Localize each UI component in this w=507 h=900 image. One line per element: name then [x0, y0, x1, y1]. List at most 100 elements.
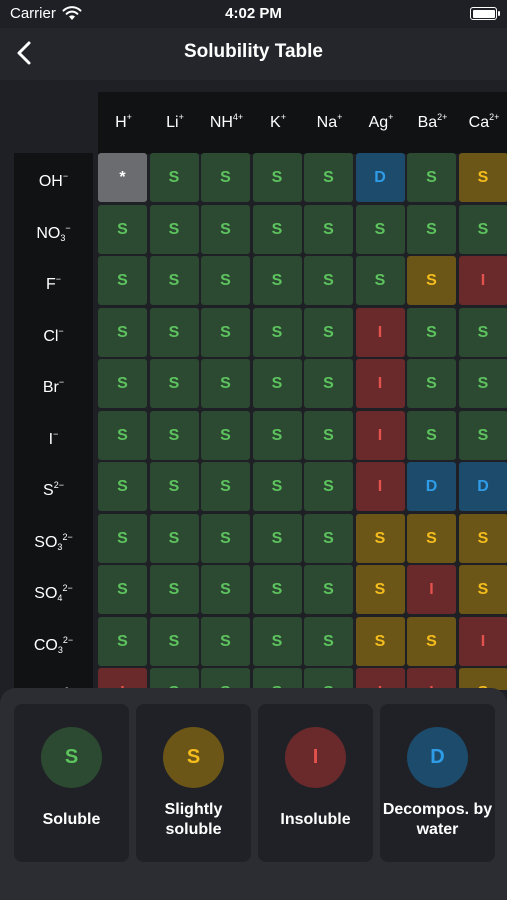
solubility-cell[interactable]: S: [98, 565, 147, 614]
solubility-cell[interactable]: S: [407, 204, 456, 254]
solubility-cell[interactable]: S: [407, 153, 456, 202]
solubility-cell[interactable]: S: [149, 616, 199, 666]
solubility-cell[interactable]: S: [201, 204, 250, 254]
solubility-cell[interactable]: I: [355, 307, 405, 357]
solubility-cell[interactable]: I: [98, 668, 147, 690]
solubility-cell[interactable]: S: [98, 410, 147, 460]
solubility-cell[interactable]: *: [98, 153, 147, 202]
solubility-cell[interactable]: S: [458, 565, 507, 614]
anion-charge: −: [55, 274, 62, 284]
solubility-cell[interactable]: S: [252, 153, 302, 202]
legend-card[interactable]: D Decompos. by water: [380, 704, 495, 862]
solubility-cell[interactable]: I: [407, 668, 456, 690]
solubility-cell[interactable]: S: [98, 359, 147, 408]
cation-charge: +: [280, 112, 286, 122]
solubility-cell[interactable]: S: [149, 204, 199, 254]
solubility-cell[interactable]: S: [304, 513, 353, 563]
solubility-cell[interactable]: I: [355, 410, 405, 460]
solubility-cell[interactable]: S: [304, 668, 353, 690]
legend-card[interactable]: I Insoluble: [258, 704, 373, 862]
solubility-cell[interactable]: S: [458, 359, 507, 408]
back-chevron-icon[interactable]: [10, 38, 40, 68]
solubility-cell[interactable]: S: [201, 616, 250, 666]
solubility-cell[interactable]: S: [458, 513, 507, 563]
solubility-cell[interactable]: S: [201, 513, 250, 563]
solubility-cell[interactable]: S: [252, 359, 302, 408]
solubility-cell[interactable]: S: [355, 513, 405, 563]
solubility-cell[interactable]: S: [252, 410, 302, 460]
solubility-cell[interactable]: S: [98, 616, 147, 666]
solubility-cell[interactable]: S: [458, 668, 507, 690]
solubility-cell[interactable]: S: [355, 204, 405, 254]
solubility-cell[interactable]: S: [304, 565, 353, 614]
solubility-cell[interactable]: S: [407, 256, 456, 305]
solubility-cell[interactable]: S: [407, 307, 456, 357]
solubility-cell[interactable]: I: [355, 462, 405, 511]
solubility-cell[interactable]: S: [355, 565, 405, 614]
solubility-cell[interactable]: S: [149, 668, 199, 690]
solubility-cell[interactable]: S: [201, 410, 250, 460]
solubility-cell[interactable]: D: [458, 462, 507, 511]
solubility-cell[interactable]: S: [149, 307, 199, 357]
solubility-cell[interactable]: S: [304, 307, 353, 357]
solubility-cell[interactable]: S: [149, 462, 199, 511]
solubility-cell[interactable]: I: [458, 256, 507, 305]
solubility-cell[interactable]: S: [149, 256, 199, 305]
solubility-cell[interactable]: S: [407, 616, 456, 666]
anion-charge: −: [65, 222, 71, 233]
solubility-cell[interactable]: S: [407, 359, 456, 408]
solubility-cell[interactable]: S: [304, 462, 353, 511]
solubility-cell[interactable]: S: [201, 256, 250, 305]
solubility-cell[interactable]: S: [149, 565, 199, 614]
solubility-cell[interactable]: S: [355, 616, 405, 666]
solubility-cell[interactable]: S: [252, 513, 302, 563]
solubility-cell[interactable]: S: [458, 153, 507, 202]
solubility-cell[interactable]: S: [201, 153, 250, 202]
solubility-cell[interactable]: S: [252, 565, 302, 614]
solubility-cell[interactable]: S: [201, 359, 250, 408]
solubility-table[interactable]: H+ Li+ NH4+ K+ Na+ Ag+ Ba2+ Ca2+ OH− NO3− F− Cl− Br…: [0, 80, 507, 690]
solubility-cell[interactable]: S: [304, 204, 353, 254]
solubility-cell[interactable]: S: [149, 153, 199, 202]
solubility-cell[interactable]: S: [304, 616, 353, 666]
solubility-cell[interactable]: S: [201, 565, 250, 614]
solubility-cell[interactable]: S: [458, 410, 507, 460]
solubility-cell[interactable]: S: [98, 513, 147, 563]
solubility-cell[interactable]: D: [355, 153, 405, 202]
solubility-cell[interactable]: S: [304, 410, 353, 460]
solubility-cell[interactable]: S: [98, 462, 147, 511]
solubility-cell[interactable]: D: [407, 462, 456, 511]
solubility-cell[interactable]: S: [149, 410, 199, 460]
solubility-cell[interactable]: S: [149, 513, 199, 563]
solubility-cell[interactable]: I: [355, 359, 405, 408]
solubility-cell[interactable]: S: [252, 204, 302, 254]
solubility-cell[interactable]: S: [355, 256, 405, 305]
solubility-cell[interactable]: S: [252, 668, 302, 690]
solubility-cell[interactable]: S: [458, 307, 507, 357]
page-title: Solubility Table: [184, 41, 323, 62]
solubility-cell[interactable]: S: [252, 462, 302, 511]
solubility-cell[interactable]: S: [407, 513, 456, 563]
solubility-cell[interactable]: S: [252, 307, 302, 357]
solubility-cell[interactable]: S: [98, 307, 147, 357]
solubility-cell[interactable]: S: [458, 204, 507, 254]
solubility-cell[interactable]: S: [304, 359, 353, 408]
solubility-cell[interactable]: I: [407, 565, 456, 614]
cation-charge: 2+: [437, 112, 448, 122]
solubility-cell[interactable]: S: [201, 668, 250, 690]
legend-card[interactable]: S Slightly soluble: [136, 704, 251, 862]
solubility-cell[interactable]: S: [252, 256, 302, 305]
solubility-cell[interactable]: S: [201, 307, 250, 357]
solubility-cell[interactable]: S: [407, 410, 456, 460]
solubility-cell[interactable]: S: [98, 256, 147, 305]
solubility-cell[interactable]: S: [98, 204, 147, 254]
solubility-cell[interactable]: S: [252, 616, 302, 666]
legend-card[interactable]: S Soluble: [14, 704, 129, 862]
solubility-cell[interactable]: S: [304, 153, 353, 202]
solubility-cell[interactable]: I: [458, 616, 507, 666]
solubility-cell[interactable]: I: [355, 668, 405, 690]
solubility-cell[interactable]: S: [149, 359, 199, 408]
cation-charge: 4+: [232, 112, 244, 122]
solubility-cell[interactable]: S: [304, 256, 353, 305]
solubility-cell[interactable]: S: [201, 462, 250, 511]
